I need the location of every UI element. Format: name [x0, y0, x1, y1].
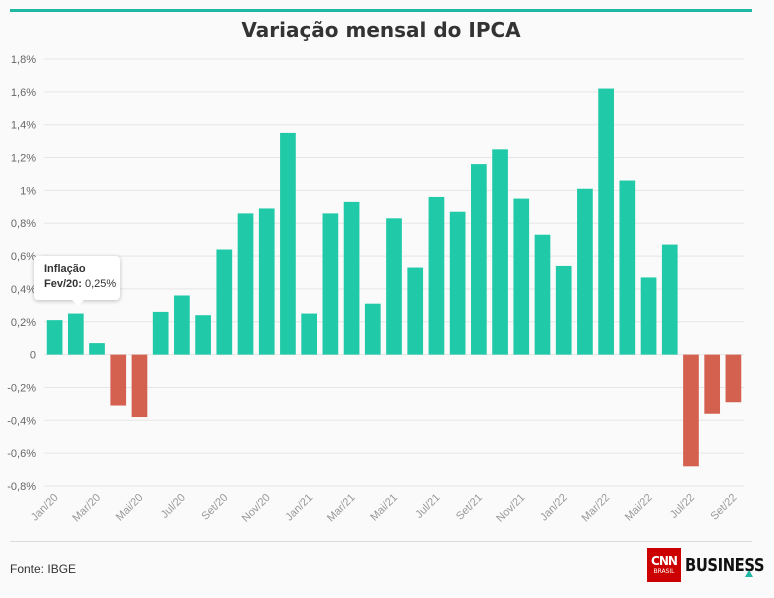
y-tick-label: -0,4%: [7, 415, 36, 427]
chart-title: Variação mensal do IPCA: [241, 18, 521, 42]
x-tick-label: Jan/22: [538, 492, 570, 524]
x-tick-label: Jul/22: [668, 492, 697, 521]
bar-mar-22[interactable]: [598, 88, 614, 355]
y-tick-label: 1,4%: [11, 120, 36, 132]
bar-fev-20[interactable]: [67, 313, 84, 355]
logo-brasil-text: BRASIL: [653, 568, 675, 575]
y-tick-label: 1,8%: [11, 54, 36, 66]
bar-abr-22[interactable]: [619, 180, 636, 355]
cnn-business-logo: CNN BRASIL BUSINESS: [647, 548, 774, 582]
bar-jun-21[interactable]: [407, 267, 424, 355]
x-tick-label: Set/21: [454, 492, 485, 523]
x-tick-label: Nov/21: [494, 492, 527, 525]
bar-dez-21[interactable]: [534, 234, 551, 355]
logo-cnn-text: CNN: [651, 554, 678, 568]
x-tick-label: Jul/20: [159, 492, 188, 521]
bar-jul-21[interactable]: [428, 196, 445, 355]
top-accent-rule: [10, 9, 752, 12]
logo-business-text: BUSINESS: [685, 554, 765, 576]
tooltip-value: 0,25%: [84, 278, 117, 290]
bar-set-20[interactable]: [216, 249, 233, 355]
y-tick-label: -0,6%: [7, 448, 36, 460]
y-tick-label: 0,8%: [11, 218, 36, 230]
x-tick-label: Set/20: [199, 492, 230, 523]
tooltip-category: Fev/20:: [44, 278, 82, 290]
tooltip-value-line: Fev/20: 0,25%: [44, 277, 120, 292]
x-tick-label: Set/22: [709, 492, 740, 523]
x-tick-label: Jan/20: [29, 492, 61, 524]
x-tick-label: Mai/22: [623, 492, 655, 524]
tooltip-series-label: Inflação: [44, 263, 86, 275]
y-tick-label: 0: [30, 350, 36, 362]
bar-mai-20[interactable]: [131, 354, 148, 418]
tooltip: Inflação Fev/20: 0,25%: [34, 256, 120, 306]
bar-ago-21[interactable]: [449, 211, 466, 355]
x-tick-label: Mar/21: [325, 492, 358, 525]
bar-jun-22[interactable]: [661, 244, 678, 355]
bar-abr-20[interactable]: [110, 354, 127, 406]
bar-jul-22[interactable]: [683, 354, 699, 467]
logo-triangle-icon: [745, 570, 753, 577]
bar-jan-21[interactable]: [301, 313, 317, 355]
bar-jun-20[interactable]: [152, 311, 169, 355]
cnn-brasil-badge: CNN BRASIL: [647, 548, 681, 582]
y-tick-label: 0,6%: [11, 251, 36, 263]
bar-jan-20[interactable]: [46, 320, 63, 355]
bar-nov-21[interactable]: [513, 198, 530, 355]
y-tick-label: 0,2%: [11, 317, 36, 329]
source-note: Fonte: IBGE: [10, 562, 77, 576]
x-tick-label: Jul/21: [413, 492, 442, 521]
x-axis-ticks: Jan/20 Mar/20 Mai/20 Jul/20 Set/20 Nov/20 Jan/…: [29, 492, 740, 525]
bar-nov-20[interactable]: [258, 208, 275, 355]
bar-dez-20[interactable]: [280, 132, 296, 355]
bar-set-22[interactable]: [725, 354, 742, 403]
bar-abr-21[interactable]: [364, 303, 381, 355]
bar-ago-22[interactable]: [704, 354, 721, 414]
x-tick-label: Mai/21: [368, 492, 400, 524]
tooltip-arrow: [72, 300, 84, 306]
y-tick-label: 1,6%: [11, 87, 36, 99]
x-tick-label: Mai/20: [114, 492, 146, 524]
y-axis-ticks: 1,8% 1,6% 1,4% 1,2% 1% 0,8% 0,6% 0,4% 0,2% 0 -0,2%…: [7, 54, 36, 493]
bar-mar-21[interactable]: [343, 201, 360, 355]
x-tick-label: Mar/20: [70, 492, 103, 525]
x-tick-label: Nov/20: [240, 492, 273, 525]
footer-rule: [10, 541, 752, 542]
bar-mai-21[interactable]: [386, 218, 402, 355]
bar-mai-22[interactable]: [640, 277, 657, 355]
bar-out-21[interactable]: [492, 149, 508, 355]
bar-ago-20[interactable]: [195, 315, 211, 355]
chart-svg: 1,8% 1,6% 1,4% 1,2% 1% 0,8% 0,6% 0,4% 0,2% 0 -0,2%…: [7, 54, 744, 525]
bar-mar-20[interactable]: [89, 343, 105, 355]
x-tick-label: Jan/21: [283, 492, 315, 524]
bar-jul-20[interactable]: [174, 295, 190, 355]
bar-fev-22[interactable]: [577, 188, 593, 355]
bars-group: [46, 88, 742, 467]
y-tick-label: 1%: [20, 185, 36, 197]
y-tick-label: 1,2%: [11, 153, 36, 165]
x-tick-label: Mar/22: [580, 492, 613, 525]
bar-out-20[interactable]: [237, 213, 254, 355]
bar-jan-22[interactable]: [555, 265, 572, 355]
bar-fev-21[interactable]: [322, 213, 339, 355]
y-tick-label: 0,4%: [11, 284, 36, 296]
bar-set-21[interactable]: [471, 164, 487, 355]
y-tick-label: -0,8%: [7, 481, 36, 493]
y-tick-label: -0,2%: [7, 382, 36, 394]
